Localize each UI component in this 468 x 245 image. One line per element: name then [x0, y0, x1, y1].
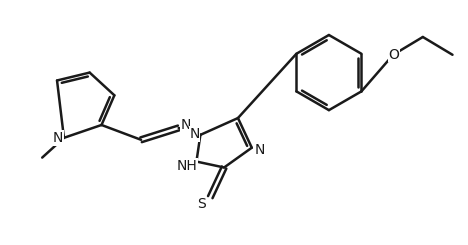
Text: S: S	[197, 197, 206, 211]
Text: N: N	[180, 118, 191, 132]
Text: O: O	[389, 48, 400, 62]
Text: NH: NH	[176, 159, 197, 172]
Text: N: N	[53, 131, 63, 145]
Text: N: N	[255, 143, 265, 157]
Text: N: N	[189, 127, 200, 141]
